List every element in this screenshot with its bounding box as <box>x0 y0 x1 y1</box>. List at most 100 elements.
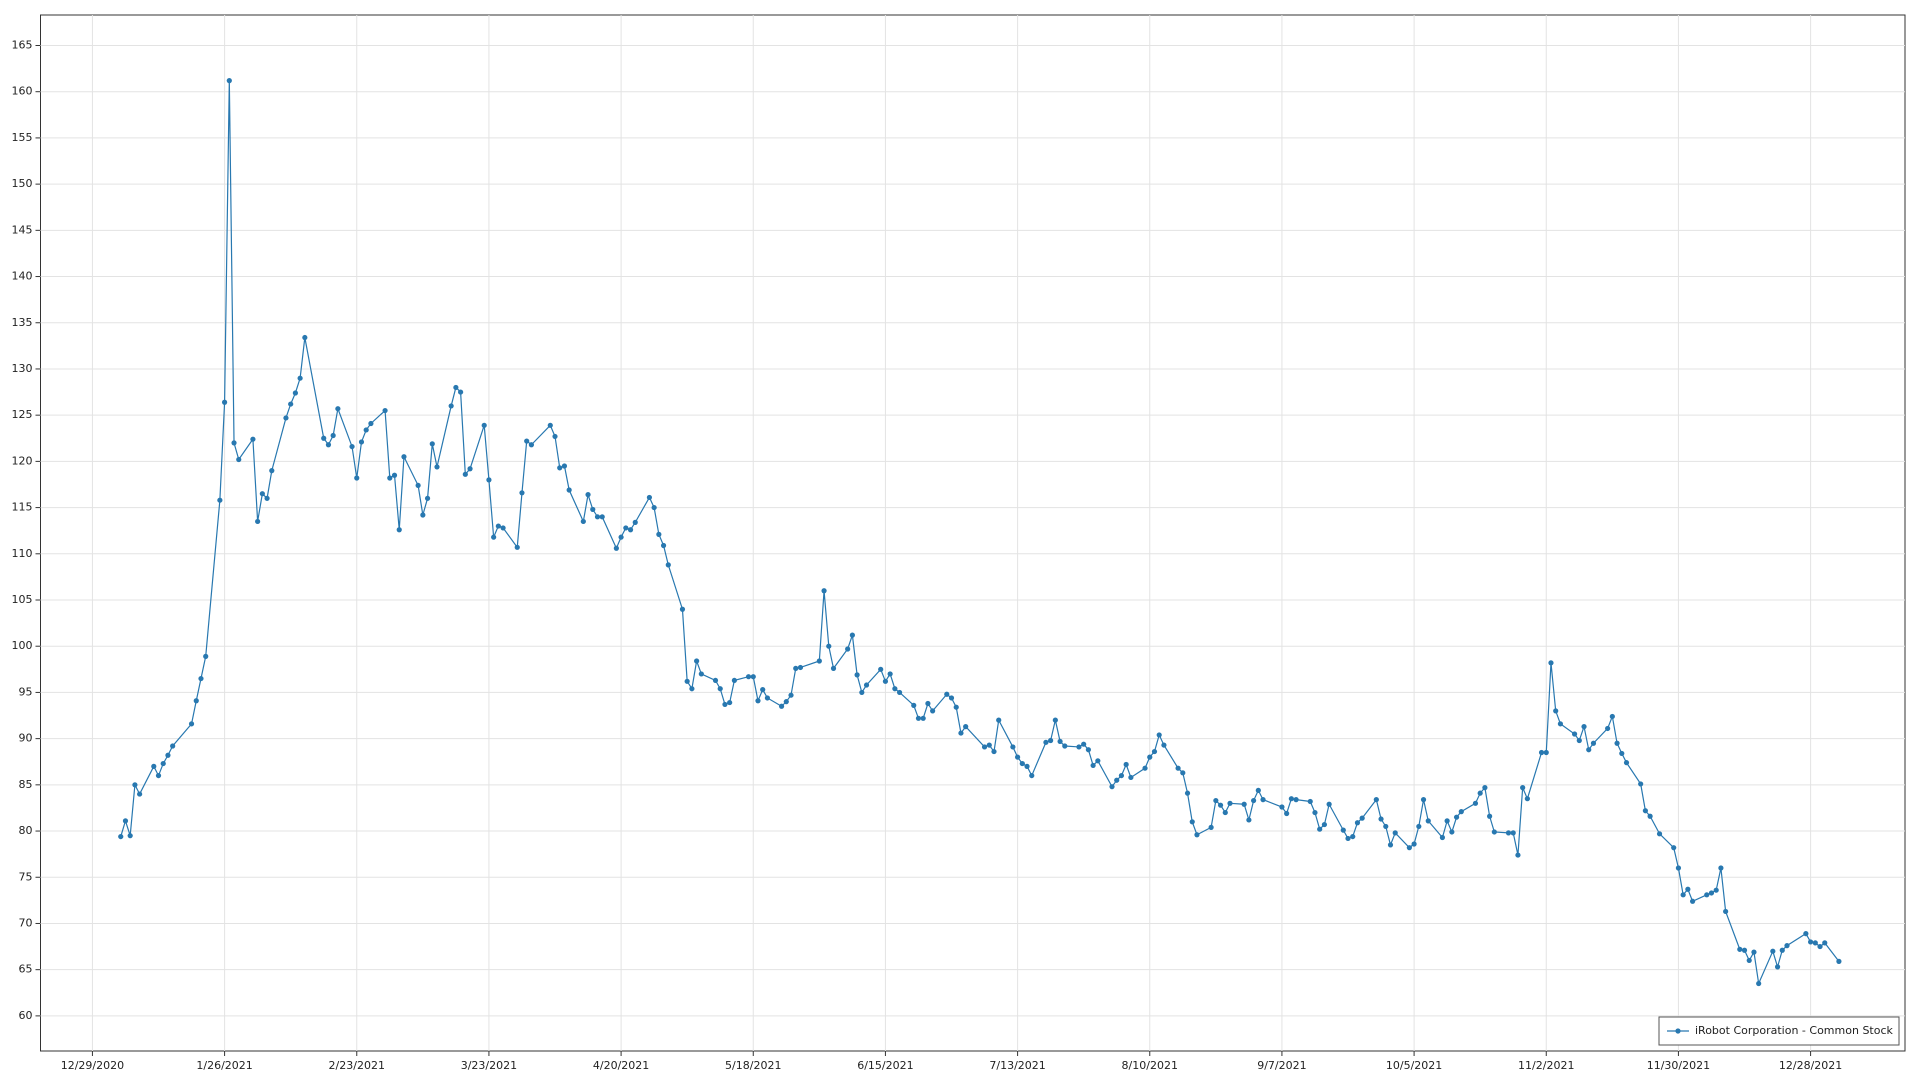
marker <box>1118 772 1125 779</box>
marker <box>1685 886 1691 892</box>
marker <box>1312 809 1318 816</box>
marker <box>944 691 950 697</box>
marker <box>321 435 327 441</box>
marker <box>1307 798 1313 805</box>
marker <box>1114 777 1120 783</box>
marker <box>552 433 558 440</box>
grid: 60 65 70 75 80 85 90 95 100 105 110 115 120 125 130 135… <box>12 15 1905 1072</box>
marker <box>160 760 166 767</box>
x-tick-label: 5/18/2021 <box>725 1059 781 1072</box>
marker <box>217 497 223 503</box>
marker <box>250 436 256 442</box>
marker <box>1553 708 1559 714</box>
marker <box>1161 742 1167 748</box>
legend: iRobot Corporation - Common Stock <box>1658 1016 1900 1046</box>
x-tick-label: 8/10/2021 <box>1122 1059 1178 1072</box>
marker <box>1444 818 1450 824</box>
marker <box>594 514 601 520</box>
marker <box>1184 790 1191 796</box>
marker <box>1605 725 1611 732</box>
marker <box>953 704 959 710</box>
y-tick-label: 70 <box>19 916 33 929</box>
marker <box>1449 829 1455 835</box>
marker <box>1222 809 1228 816</box>
marker <box>358 439 365 445</box>
marker <box>486 477 492 483</box>
marker <box>1708 890 1715 896</box>
marker <box>1317 826 1323 832</box>
marker <box>1807 939 1814 945</box>
marker <box>1756 980 1762 987</box>
marker <box>325 442 332 448</box>
marker <box>1180 770 1186 776</box>
marker <box>349 443 355 450</box>
marker <box>1142 765 1148 771</box>
marker <box>481 422 487 428</box>
marker <box>1062 743 1068 749</box>
marker <box>1359 815 1365 821</box>
marker <box>778 703 785 709</box>
marker <box>458 389 464 395</box>
y-tick-label: 165 <box>12 38 33 51</box>
marker <box>1458 809 1464 815</box>
marker <box>1321 821 1328 828</box>
marker <box>1647 813 1653 819</box>
plot-area <box>40 14 1906 1052</box>
marker <box>1689 898 1696 904</box>
y-tick-label: 135 <box>12 316 33 329</box>
marker <box>434 464 440 470</box>
marker <box>1543 749 1549 756</box>
marker <box>1784 943 1790 949</box>
marker <box>1014 754 1021 760</box>
marker <box>1378 816 1384 822</box>
marker <box>1779 947 1785 953</box>
y-tick-label: 95 <box>19 685 33 698</box>
marker <box>330 432 336 439</box>
marker <box>1524 796 1530 802</box>
marker <box>1208 824 1214 830</box>
marker <box>151 763 157 769</box>
marker <box>1482 785 1488 791</box>
marker <box>797 664 804 671</box>
marker <box>495 523 501 529</box>
marker <box>1623 760 1630 766</box>
marker <box>259 491 265 497</box>
marker <box>623 525 629 531</box>
marker <box>137 791 143 797</box>
marker <box>448 403 454 409</box>
marker <box>618 534 624 540</box>
marker <box>1746 957 1752 964</box>
marker <box>1090 762 1096 769</box>
marker <box>1751 949 1757 955</box>
y-tick-label: 155 <box>12 131 33 144</box>
marker <box>1704 892 1710 898</box>
marker <box>925 700 931 707</box>
marker <box>491 534 497 540</box>
y-tick-label: 150 <box>12 177 33 190</box>
marker <box>1213 797 1219 804</box>
marker <box>1614 740 1620 746</box>
x-tick-label: 1/26/2021 <box>196 1059 252 1072</box>
marker <box>1638 781 1644 787</box>
marker <box>1387 842 1394 848</box>
marker <box>1147 754 1153 760</box>
marker <box>911 702 917 708</box>
marker <box>524 438 530 444</box>
marker <box>231 440 237 446</box>
marker <box>845 646 851 652</box>
y-tick-label: 140 <box>12 270 33 283</box>
y-tick-label: 60 <box>19 1009 33 1022</box>
marker <box>1642 808 1648 814</box>
marker <box>269 468 275 474</box>
marker <box>1491 829 1497 835</box>
marker <box>1151 748 1158 755</box>
marker <box>288 401 294 407</box>
marker <box>1189 819 1195 825</box>
marker <box>689 686 695 692</box>
marker <box>764 695 771 701</box>
marker <box>722 701 728 708</box>
marker <box>1718 865 1724 871</box>
marker <box>221 399 228 405</box>
marker <box>1439 834 1446 841</box>
